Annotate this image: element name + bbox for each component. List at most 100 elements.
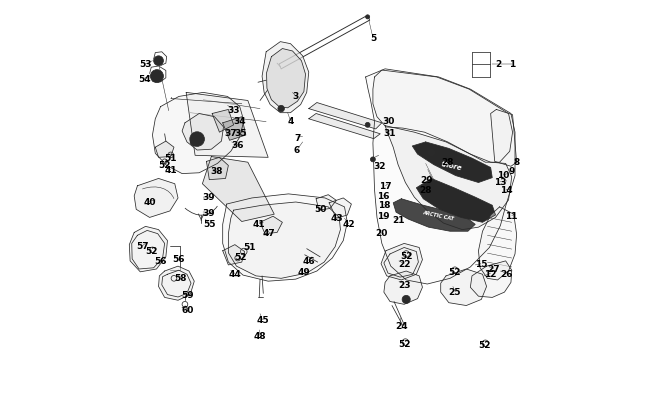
Polygon shape [266, 49, 306, 109]
Text: 50: 50 [314, 205, 326, 214]
Text: 39: 39 [202, 208, 215, 217]
Text: 38: 38 [211, 167, 223, 176]
Text: 57: 57 [136, 242, 149, 251]
Text: 24: 24 [395, 321, 408, 330]
Text: thore: thore [441, 161, 463, 171]
Text: 1: 1 [509, 60, 515, 69]
Text: 10: 10 [497, 171, 510, 180]
Polygon shape [393, 199, 475, 232]
Text: 32: 32 [374, 162, 386, 171]
Polygon shape [309, 114, 380, 139]
Text: 34: 34 [233, 117, 246, 126]
Text: 44: 44 [229, 269, 241, 278]
Circle shape [365, 16, 370, 20]
Text: 2: 2 [496, 60, 502, 69]
Text: 40: 40 [144, 197, 156, 206]
Text: 52: 52 [448, 268, 461, 277]
Text: 55: 55 [203, 219, 216, 228]
Text: 28: 28 [441, 158, 454, 166]
Text: 43: 43 [331, 213, 343, 222]
Text: 27: 27 [488, 264, 500, 273]
Text: 60: 60 [182, 306, 194, 315]
Text: 3: 3 [292, 92, 298, 101]
Polygon shape [441, 269, 487, 306]
Text: 59: 59 [181, 291, 194, 300]
Polygon shape [223, 245, 244, 265]
Circle shape [153, 57, 163, 66]
Text: 23: 23 [398, 280, 410, 289]
Circle shape [370, 158, 375, 162]
Polygon shape [373, 71, 513, 163]
Polygon shape [223, 117, 246, 141]
Text: 54: 54 [138, 75, 151, 83]
Text: 46: 46 [302, 256, 315, 265]
Text: 31: 31 [383, 129, 395, 138]
Text: 16: 16 [377, 192, 390, 200]
Text: 29: 29 [420, 176, 433, 185]
Polygon shape [228, 202, 341, 279]
Text: 42: 42 [343, 220, 355, 228]
Polygon shape [202, 157, 274, 222]
Text: 52: 52 [145, 246, 157, 255]
Text: 52: 52 [158, 160, 170, 169]
Text: 19: 19 [377, 212, 389, 221]
Polygon shape [262, 43, 309, 113]
Text: 51: 51 [244, 243, 256, 252]
Polygon shape [134, 179, 178, 218]
Polygon shape [309, 103, 382, 130]
Polygon shape [155, 142, 174, 158]
Text: 21: 21 [392, 215, 404, 224]
Text: 33: 33 [227, 106, 240, 115]
Text: 9: 9 [508, 166, 515, 175]
Text: 6: 6 [293, 145, 300, 154]
Text: 22: 22 [398, 260, 410, 269]
Polygon shape [260, 217, 282, 234]
Text: 13: 13 [494, 178, 506, 187]
Circle shape [365, 123, 370, 128]
Polygon shape [385, 126, 512, 230]
Text: 48: 48 [254, 332, 266, 341]
Polygon shape [417, 179, 495, 223]
Text: 25: 25 [448, 287, 461, 296]
Polygon shape [381, 244, 422, 280]
Text: 17: 17 [379, 182, 392, 191]
Polygon shape [329, 198, 352, 219]
Circle shape [190, 132, 204, 147]
Polygon shape [212, 110, 233, 133]
Text: 15: 15 [474, 260, 487, 269]
Text: 5: 5 [370, 34, 376, 43]
Polygon shape [365, 70, 515, 284]
Text: 18: 18 [378, 201, 390, 210]
Text: 4: 4 [287, 117, 294, 126]
Text: 58: 58 [175, 273, 187, 282]
Text: 47: 47 [263, 229, 276, 238]
Polygon shape [471, 261, 512, 298]
Text: 28: 28 [419, 186, 432, 195]
Text: 11: 11 [506, 211, 518, 220]
Polygon shape [153, 93, 244, 174]
Text: 30: 30 [382, 117, 395, 126]
Polygon shape [182, 114, 224, 151]
Text: 52: 52 [234, 253, 247, 262]
Text: 8: 8 [514, 158, 520, 166]
Text: 7: 7 [294, 133, 300, 142]
Text: 52: 52 [398, 339, 411, 348]
Circle shape [190, 139, 198, 147]
Text: 39: 39 [202, 193, 215, 202]
Polygon shape [159, 266, 194, 301]
Polygon shape [223, 194, 347, 281]
Polygon shape [491, 110, 517, 167]
Text: 36: 36 [232, 141, 244, 150]
Polygon shape [129, 227, 168, 272]
Text: 35: 35 [235, 129, 247, 138]
Text: 26: 26 [500, 269, 512, 278]
Text: 14: 14 [500, 186, 512, 195]
Text: 51: 51 [164, 154, 177, 163]
Text: 56: 56 [172, 254, 185, 263]
Text: 52: 52 [400, 252, 413, 260]
Polygon shape [412, 143, 492, 183]
Text: 53: 53 [139, 60, 152, 69]
Circle shape [150, 70, 163, 83]
Text: 41: 41 [253, 220, 266, 228]
Text: 37: 37 [224, 128, 237, 137]
